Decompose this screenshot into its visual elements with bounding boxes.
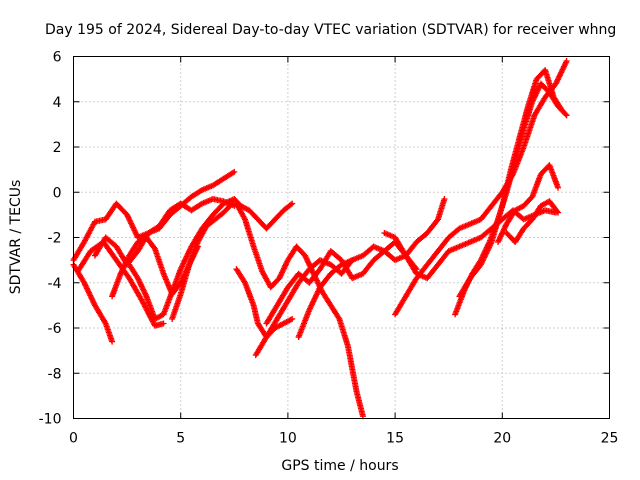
data-point-marker	[555, 184, 562, 191]
series-track-13	[381, 207, 559, 282]
y-tick-label: 0	[53, 185, 62, 201]
data-point-marker	[563, 58, 570, 65]
x-tick-label: 0	[69, 431, 78, 447]
data-point-marker	[559, 107, 566, 114]
series-track-18	[503, 198, 562, 246]
y-tick-label: -8	[48, 366, 62, 382]
x-tick-label: 15	[386, 431, 404, 447]
tick-labels: 0 5 10 15 20 25 -10 -8 -6 -4 -2 0 2 4 6	[39, 50, 619, 447]
data-points	[70, 58, 570, 420]
data-point-marker	[555, 209, 562, 216]
series-track-2	[70, 261, 116, 345]
axis-ticks	[73, 56, 610, 419]
data-point-marker	[229, 169, 236, 176]
x-tick-label: 20	[493, 431, 511, 447]
y-tick-label: 4	[53, 95, 62, 111]
series-track-5	[109, 234, 201, 300]
data-point-marker	[289, 315, 296, 322]
series-track-8	[233, 200, 366, 420]
data-point-marker	[554, 208, 561, 215]
x-tick-label: 10	[279, 431, 297, 447]
series-track-6	[126, 196, 244, 322]
data-point-marker	[160, 320, 167, 327]
y-tick-label: 6	[53, 50, 62, 66]
y-tick-label: -10	[39, 412, 62, 428]
data-point-marker	[231, 168, 238, 175]
x-axis-title: GPS time / hours	[281, 458, 398, 474]
data-point-marker	[441, 196, 448, 203]
data-point-marker	[563, 112, 570, 119]
y-tick-label: -4	[48, 276, 62, 292]
y-tick-label: -2	[48, 231, 62, 247]
series-track-10	[252, 257, 356, 359]
series-track-7	[169, 200, 296, 322]
y-tick-label: 2	[53, 140, 62, 156]
x-tick-label: 5	[176, 431, 185, 447]
series-track-16	[456, 67, 566, 300]
series-track-12	[295, 196, 448, 341]
y-axis-title: SDTVAR / TECUs	[8, 180, 24, 295]
data-point-marker	[109, 338, 116, 345]
y-tick-label: -6	[48, 321, 62, 337]
data-point-marker	[289, 200, 296, 207]
series-track-14	[392, 58, 570, 318]
series-track-17	[495, 162, 562, 246]
data-point-marker	[562, 111, 569, 118]
x-tick-label: 25	[601, 431, 619, 447]
chart-title: Day 195 of 2024, Sidereal Day-to-day VTE…	[45, 22, 616, 38]
data-point-marker	[287, 201, 294, 208]
